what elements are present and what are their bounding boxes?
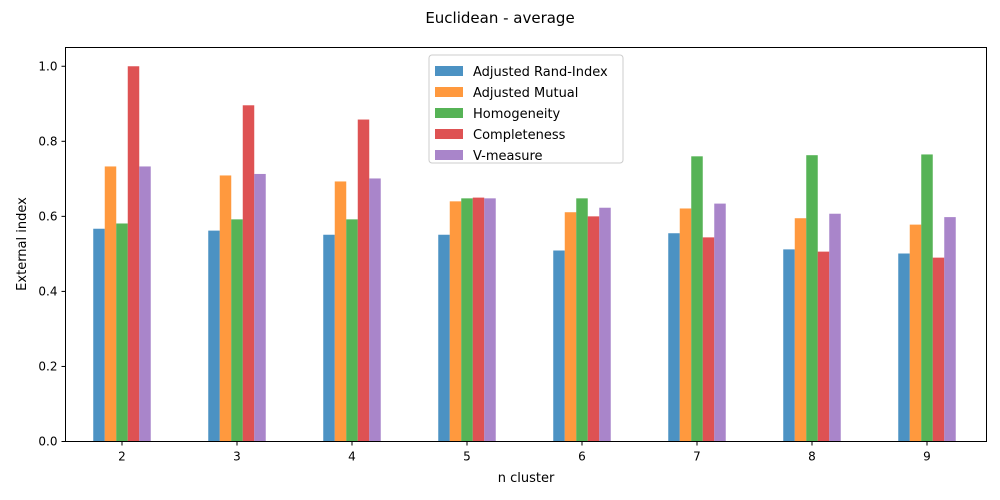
bar-v-measure-2 [139,166,151,442]
x-tick-label: 2 [118,450,126,464]
bar-adjusted-mutual-5 [449,201,462,442]
bar-adjusted-rand-index-2 [93,228,105,442]
x-tick-label: 8 [808,450,816,464]
legend-box [428,54,624,164]
bar-adjusted-mutual-2 [104,166,117,442]
x-tick-label: 3 [233,450,241,464]
y-tick-label: 0.6 [38,209,57,223]
bar-v-measure-3 [254,173,266,442]
legend-swatch [435,150,463,160]
x-axis: 2 3 4 5 6 7 8 9 [118,441,931,464]
bar-adjusted-rand-index-8 [783,249,795,442]
legend: Adjusted Rand-Index Adjusted Mutual Homoge… [428,54,624,164]
bar-adjusted-mutual-9 [909,224,922,442]
y-tick-label: 0.8 [38,134,57,148]
legend-swatch [435,66,463,76]
bar-adjusted-mutual-7 [679,208,692,442]
bar-v-measure-8 [829,213,841,442]
bar-adjusted-mutual-8 [794,218,807,442]
x-tick-label: 4 [348,450,356,464]
x-tick-label: 5 [463,450,471,464]
bar-adjusted-mutual-4 [334,181,347,442]
legend-label: Adjusted Mutual [473,86,578,101]
y-tick-label: 1.0 [38,59,57,73]
y-tick-label: 0.0 [38,435,57,449]
bar-adjusted-rand-index-5 [438,234,450,442]
y-axis-label: External index [15,197,30,291]
x-axis-label: n cluster [498,471,555,486]
bar-homogeneity-6 [576,198,588,442]
bar-completeness-9 [932,257,945,442]
bar-completeness-2 [127,66,140,442]
bar-homogeneity-4 [346,219,358,442]
bar-adjusted-rand-index-9 [898,253,910,442]
bar-adjusted-rand-index-6 [553,250,565,442]
y-tick-label: 0.2 [38,359,57,373]
bar-homogeneity-9 [921,154,933,442]
bar-homogeneity-7 [691,156,703,442]
bar-completeness-6 [587,216,600,442]
bar-completeness-3 [242,105,255,442]
legend-label: Homogeneity [473,107,561,122]
bar-completeness-5 [472,197,485,442]
bar-adjusted-rand-index-4 [323,234,335,442]
bar-homogeneity-3 [231,219,243,442]
bar-adjusted-mutual-3 [219,175,232,442]
legend-label: Completeness [473,128,566,143]
bar-homogeneity-2 [116,223,128,442]
bar-v-measure-9 [944,217,956,442]
bar-v-measure-6 [599,207,611,442]
legend-swatch [435,87,463,97]
x-tick-label: 6 [578,450,586,464]
bar-adjusted-rand-index-7 [668,233,680,442]
bar-completeness-4 [357,119,370,442]
x-tick-label: 7 [693,450,701,464]
bar-v-measure-4 [369,178,381,442]
bars-group [93,66,956,442]
y-tick-label: 0.4 [38,284,57,298]
bar-adjusted-rand-index-3 [208,230,220,442]
legend-swatch [435,108,463,118]
legend-label: V-measure [473,149,543,164]
y-axis: 0.0 0.2 0.4 0.6 0.8 1.0 [38,59,66,449]
bar-v-measure-5 [484,198,496,442]
bar-homogeneity-8 [806,155,818,442]
x-tick-label: 9 [923,450,931,464]
chart-title: Euclidean - average [425,9,574,27]
plot-frame [65,47,987,442]
bar-adjusted-mutual-6 [564,212,577,442]
bar-completeness-8 [817,251,830,442]
bar-v-measure-7 [714,203,726,442]
legend-label: Adjusted Rand-Index [473,65,608,80]
bar-completeness-7 [702,237,715,442]
bar-homogeneity-5 [461,198,473,442]
legend-swatch [435,129,463,139]
